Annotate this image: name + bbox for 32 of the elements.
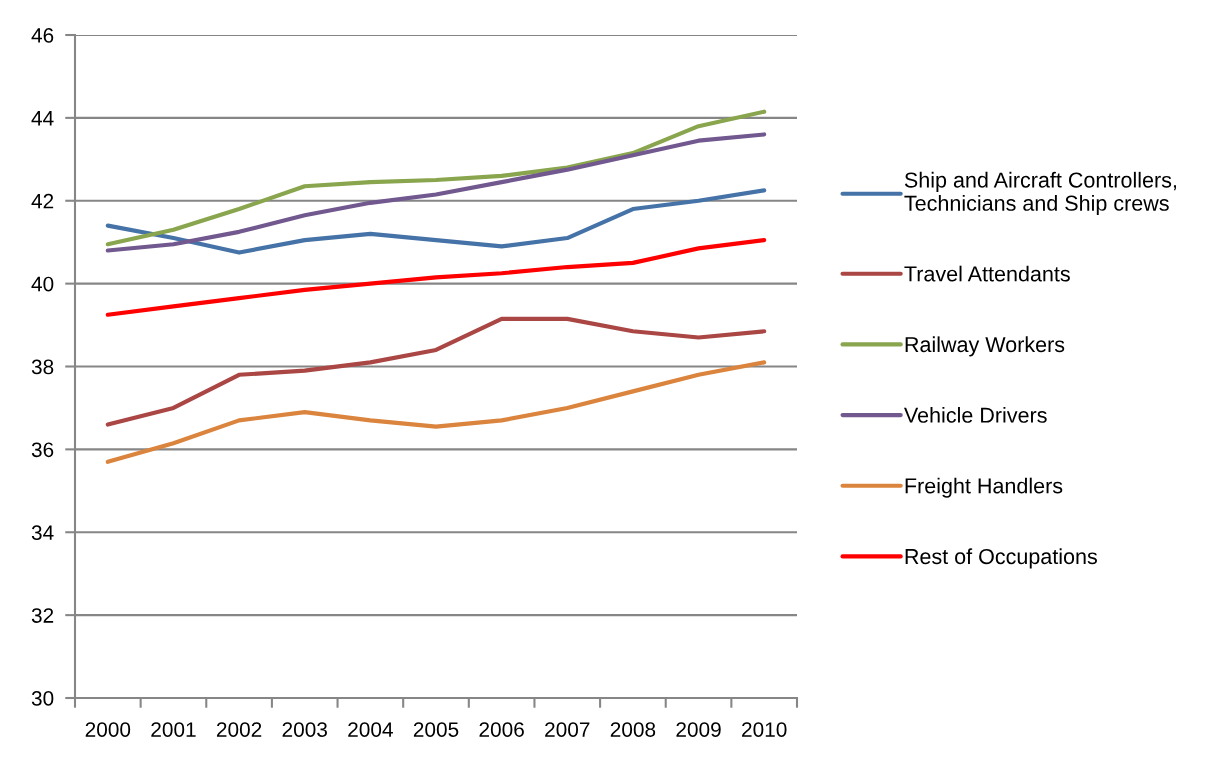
legend-label: Vehicle Drivers xyxy=(904,407,1047,423)
legend-label: Railway Workers xyxy=(905,336,1065,357)
x-tick-label: 2007 xyxy=(545,722,590,737)
y-tick-label: 42 xyxy=(31,193,54,209)
y-tick-label: 34 xyxy=(31,525,54,540)
line-series xyxy=(105,360,767,464)
x-tick-label: 2006 xyxy=(479,722,524,737)
legend-label: Travel Attendants xyxy=(904,265,1070,282)
y-tick-label: 44 xyxy=(31,111,54,126)
x-tick-label: 2009 xyxy=(676,722,721,737)
x-tick-label: 2002 xyxy=(216,722,262,737)
x-tick-label: 2008 xyxy=(610,722,656,737)
line-series xyxy=(105,132,767,253)
x-tick-label: 2010 xyxy=(742,722,787,737)
legend-label: Freight Handlers xyxy=(905,477,1063,498)
y-tick-label: 40 xyxy=(31,276,54,292)
y-tick-label: 38 xyxy=(31,359,54,375)
legend-label: Ship and Aircraft Controllers, Technicians and Ship crews xyxy=(904,171,1176,216)
x-tick-label: 2005 xyxy=(413,722,459,737)
y-tick-label: 46 xyxy=(31,28,54,43)
line-series xyxy=(105,238,767,317)
y-tick-label: 32 xyxy=(31,608,54,623)
x-tick-label: 2000 xyxy=(85,722,131,737)
y-tick-label: 30 xyxy=(31,691,54,706)
line-series xyxy=(105,316,767,427)
legend-label: Rest of Occupations xyxy=(905,548,1097,569)
line-series xyxy=(105,188,767,255)
x-tick-label: 2004 xyxy=(348,722,393,737)
x-tick-label: 2001 xyxy=(151,722,196,737)
x-tick-label: 2003 xyxy=(282,722,327,737)
line-series xyxy=(105,109,767,247)
y-tick-label: 36 xyxy=(31,442,54,458)
